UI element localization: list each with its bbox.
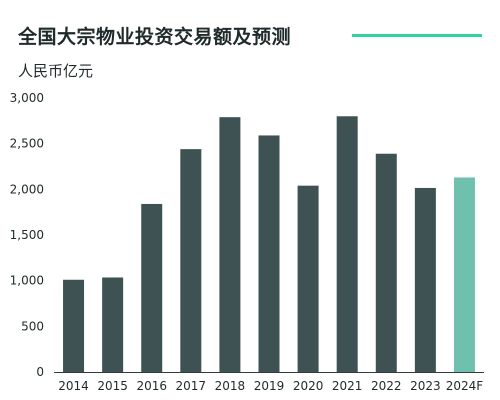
- y-tick-label: 1,000: [10, 274, 44, 288]
- bars: [63, 116, 475, 373]
- x-tick-label: 2021: [332, 379, 363, 393]
- x-tick-label: 2015: [97, 379, 128, 393]
- y-axis-unit-label: 人民币亿元: [18, 62, 94, 80]
- x-tick-label: 2017: [176, 379, 207, 393]
- x-tick-label: 2023: [410, 379, 441, 393]
- bar-2017: [180, 149, 202, 372]
- y-tick-label: 500: [21, 319, 44, 333]
- bar-2015: [102, 277, 124, 372]
- bar-2014: [63, 279, 85, 372]
- y-tick-label: 2,500: [10, 137, 44, 151]
- bar-2019: [258, 135, 280, 372]
- y-tick-label: 1,500: [10, 228, 44, 242]
- x-tick-label: 2020: [293, 379, 324, 393]
- x-tick-label: 2022: [371, 379, 402, 393]
- bar-2021: [336, 116, 358, 373]
- title-accent-line: [352, 34, 482, 37]
- bar-2024F: [453, 177, 475, 372]
- bar-2022: [375, 153, 397, 372]
- y-tick-label: 2,000: [10, 182, 44, 196]
- y-axis-ticks: 0 500 1,000 1,500 2,000 2,500 3,000: [10, 91, 44, 379]
- y-tick-label: 3,000: [10, 91, 44, 105]
- bar-2018: [219, 117, 241, 373]
- bar-2016: [141, 203, 163, 372]
- y-tick-label: 0: [36, 365, 44, 379]
- x-tick-label: 2024F: [446, 379, 484, 393]
- x-tick-label: 2019: [254, 379, 285, 393]
- x-tick-label: 2018: [215, 379, 246, 393]
- x-axis-ticks: 2014 2015 2016 2017 2018 2019 2020 2021 2022 2023…: [58, 379, 483, 393]
- x-tick-label: 2014: [58, 379, 89, 393]
- bar-2023: [414, 187, 436, 372]
- chart-title: 全国大宗物业投资交易额及预测: [18, 26, 292, 48]
- x-tick-label: 2016: [136, 379, 167, 393]
- bar-2020: [297, 185, 319, 372]
